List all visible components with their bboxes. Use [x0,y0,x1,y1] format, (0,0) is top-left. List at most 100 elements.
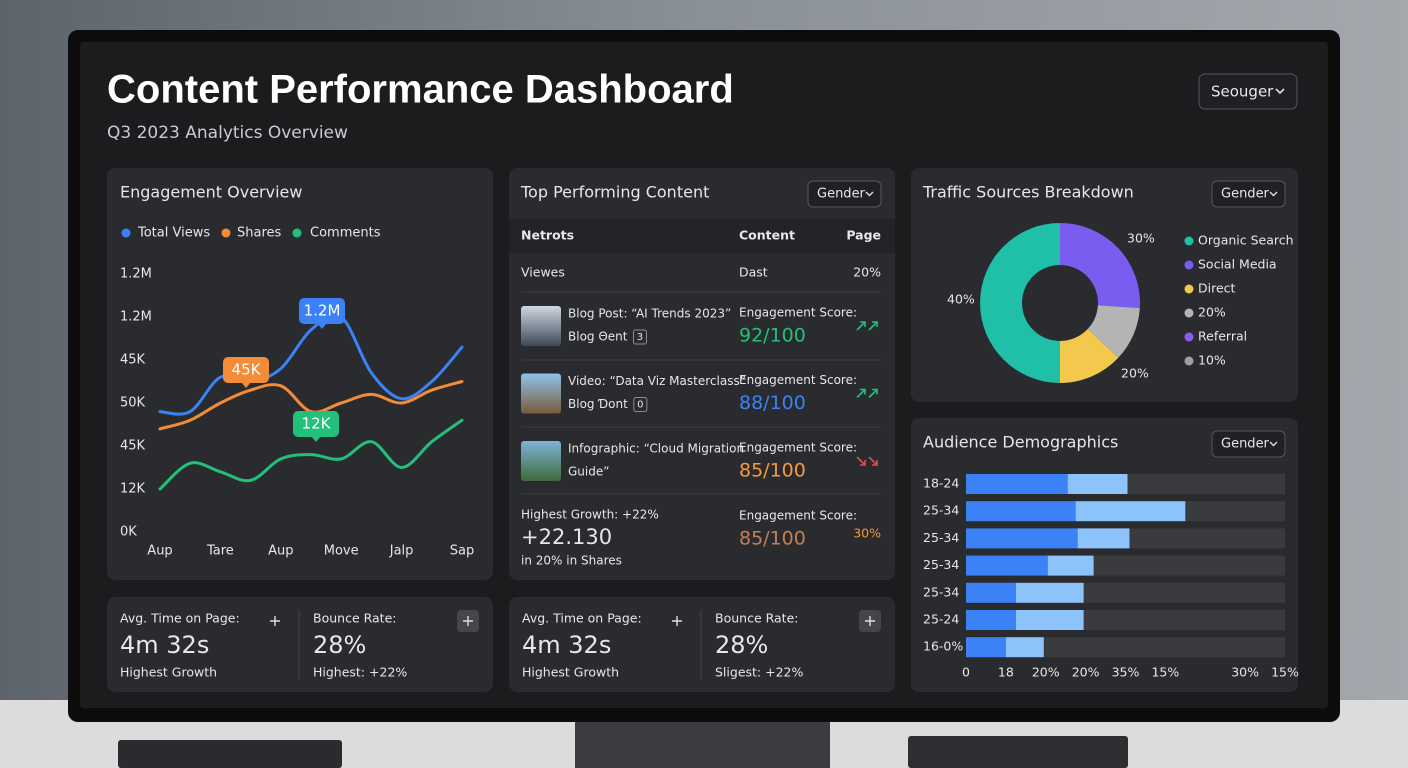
legend-label: Total Views [137,226,210,241]
score-label: Engagement Score: [739,509,857,523]
column-header: Netrots [521,228,574,243]
engagement-panel [107,168,493,580]
score-value: 92/100 [739,325,806,347]
line-series [158,418,464,491]
badge [633,397,648,412]
badge-label: 3 [637,332,643,343]
annotation-label: 12K [302,415,332,433]
pie-slice [1087,305,1140,358]
dropdown-label: Gender [1221,437,1270,452]
content-title: Blog Post: “AI Trends 2023” [568,307,731,321]
x-tick-label: 15% [1271,665,1299,680]
add-icon[interactable] [672,616,682,626]
y-tick-label: 1.2M [120,267,152,282]
legend-label: Comments [310,226,381,241]
legend-swatch [1184,356,1194,366]
growth-value: +22.130 [521,525,612,549]
category-label: 25-34 [923,584,959,599]
metric-note: Highest Growth [120,665,217,680]
content-type: Blog Ɗont [568,397,628,411]
keyboard [118,740,342,768]
period-dropdown[interactable] [1198,73,1298,110]
pie-slice [1060,329,1119,383]
bar-segment [966,501,1076,522]
x-tick-label: Sap [450,544,474,559]
table-cell: Dast [739,265,768,280]
score-label: Engagement Score: [739,373,857,387]
kpi-card [107,597,493,692]
bar-segment [1077,528,1130,549]
dropdown[interactable] [807,180,882,208]
metric-label: Avg. Time on Page: [120,611,240,626]
dropdown[interactable] [1211,430,1286,458]
bar-segment [1075,501,1186,522]
category-label: 25-34 [923,530,959,545]
bar-segment [966,582,1016,603]
thumbnail [521,441,561,481]
badge-label: 0 [637,400,643,411]
category-label: 25-24 [923,612,959,627]
table-cell: Viewes [521,265,565,280]
panel-title: Top Performing Content [520,183,709,202]
dropdown[interactable] [1211,180,1286,208]
column-header: Content [739,228,795,243]
bar-segment [966,555,1048,576]
badge [632,329,647,345]
bar-segment [1047,555,1094,576]
metric-label: Avg. Time on Page: [522,611,642,626]
column-header: Page [846,228,881,243]
dropdown-label: Gender [817,187,866,202]
period-dropdown-label[interactable]: Seouger [1211,83,1274,101]
bar-segment [1015,610,1084,630]
legend-label: 20% [1198,305,1226,320]
content-title: Video: “Data Viz Masterclass” [568,374,746,388]
x-tick-label: 35% [1112,665,1140,680]
x-tick-label: 30% [1231,665,1259,680]
x-tick-label: Tare [206,544,234,559]
metric-label: Bounce Rate: [313,611,396,626]
metric-value: 4m 32s [522,631,611,659]
legend-swatch [121,228,131,238]
add-icon[interactable] [270,616,280,626]
trend-icon [856,321,866,331]
legend-label: Shares [237,226,282,241]
legend-swatch [292,228,302,238]
growth-change: 30% [853,526,881,541]
growth-note: in 20% in Shares [521,554,622,568]
legend-swatch [1184,308,1194,318]
growth-label: Highest Growth: +22% [521,508,659,522]
dropdown-caret [1275,88,1285,95]
annotation-pointer [241,382,251,388]
bar-segment [966,528,1078,549]
x-tick-label: Aup [147,544,172,559]
x-tick-label: Jalp [389,544,414,559]
x-tick-label: 0 [962,665,970,680]
bar-segment [966,637,1006,658]
score-label: Engagement Score: [739,306,857,320]
pie-slice [980,223,1060,383]
annotation-badge [299,298,345,324]
slice-label: 40% [947,292,975,307]
bar-segment [1015,582,1084,603]
slice-label: 20% [1121,366,1149,381]
annotation-label: 45K [232,361,262,379]
legend-swatch [1184,332,1194,342]
legend-label: 10% [1198,353,1226,368]
metric-note: Highest: +22% [313,665,407,680]
legend-label: Referral [1198,329,1247,344]
content-title: Infographic: “Cloud Migration [568,442,744,456]
kpi-card [509,597,895,692]
add-icon [865,616,875,626]
add-icon [463,616,473,626]
x-tick-label: 20% [1072,665,1100,680]
dropdown-label: Gender [1221,187,1270,202]
legend-label: Social Media [1198,257,1277,272]
line-series [158,313,464,416]
dashboard-title: Content Performance Dashboard [107,68,734,112]
dashboard-subtitle: Q3 2023 Analytics Overview [107,123,348,143]
slice-label: 30% [1127,231,1155,246]
trend-icon [868,388,878,399]
panel-title: Engagement Overview [120,183,302,202]
